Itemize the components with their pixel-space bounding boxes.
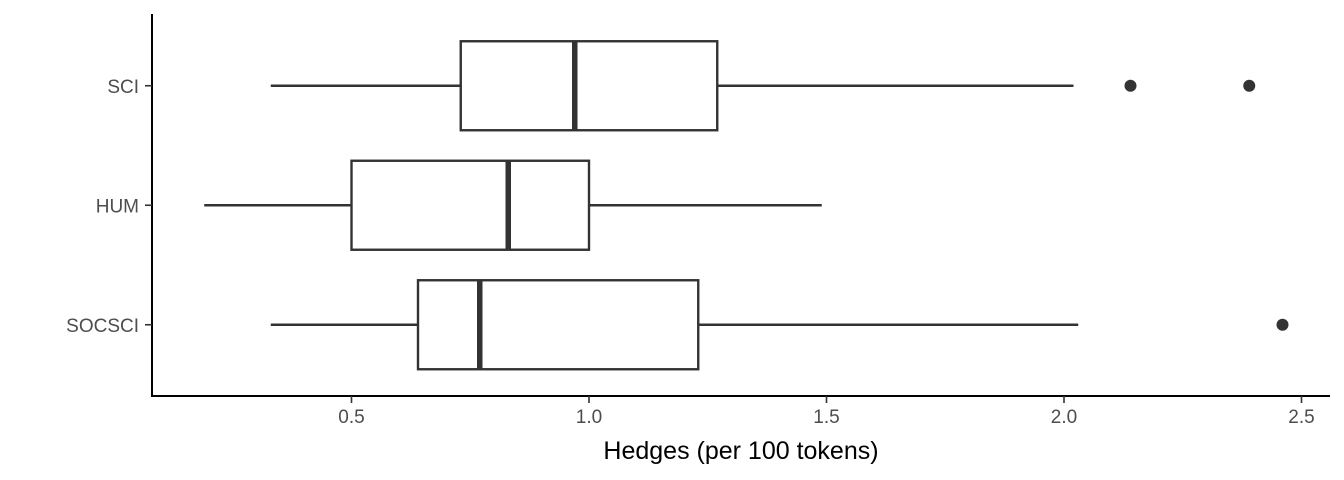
x-tick-label-5: 2.5: [1288, 407, 1314, 428]
box-socsci: [416, 279, 700, 371]
y-tick-label-hum: HUM: [96, 196, 139, 217]
box-hum: [350, 159, 591, 251]
x-tick-label-3: 1.5: [813, 407, 839, 428]
ticks-layer: SCI HUM SOCSCI 0.5 1.0 1.5 2.0 2.5: [66, 77, 1315, 428]
outlier-point-socsci-1: [1276, 318, 1289, 331]
x-axis-title: Hedges (per 100 tokens): [603, 437, 878, 465]
box-sci: [459, 40, 719, 132]
boxes-layer: [204, 40, 1289, 371]
box-group-hum: [204, 159, 822, 251]
y-tick-label-socsci: SOCSCI: [66, 316, 139, 337]
box-group-socsci: [270, 279, 1289, 371]
box-group-sci: [270, 40, 1256, 132]
x-tick-label-2: 1.0: [576, 407, 602, 428]
outlier-point-sci-1: [1124, 79, 1137, 92]
x-tick-label-1: 0.5: [338, 407, 364, 428]
outlier-point-sci-2: [1243, 79, 1256, 92]
y-tick-label-sci: SCI: [107, 77, 139, 98]
x-tick-label-4: 2.0: [1051, 407, 1077, 428]
